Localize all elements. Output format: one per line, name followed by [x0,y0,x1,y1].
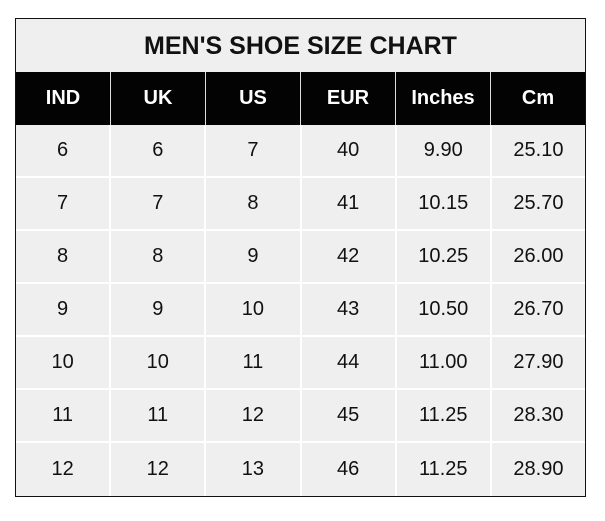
table-row: 8 8 9 42 10.25 26.00 [16,231,586,284]
table-cell: 10.50 [396,284,492,337]
table-cell: 13 [206,443,302,496]
table-cell: 6 [16,125,112,178]
table-cell: 9.90 [396,125,492,178]
table-cell: 46 [302,443,397,496]
column-header: UK [111,72,206,125]
table-cell: 26.70 [491,284,586,337]
table-cell: 8 [206,178,302,231]
table-row: 9 9 10 43 10.50 26.70 [16,284,586,337]
table-cell: 25.10 [491,125,586,178]
table-row: 10 10 11 44 11.00 27.90 [16,337,586,390]
column-header: US [206,72,301,125]
table-cell: 26.00 [491,231,586,284]
table-row: 11 11 12 45 11.25 28.30 [16,390,586,443]
table-cell: 11 [16,390,112,443]
table-row: 7 7 8 41 10.15 25.70 [16,178,586,231]
table-cell: 9 [16,284,112,337]
table-cell: 7 [16,178,112,231]
table-cell: 8 [16,231,112,284]
table-cell: 28.30 [491,390,586,443]
column-header: IND [16,72,111,125]
table-cell: 43 [301,284,397,337]
table-cell: 10.25 [396,231,492,284]
table-row: 12 12 13 46 11.25 28.90 [16,443,585,496]
table-cell: 7 [111,178,207,231]
table-row: 6 6 7 40 9.90 25.10 [16,125,586,178]
table-cell: 10 [16,337,112,390]
table-cell: 41 [301,178,397,231]
table-cell: 11 [206,337,302,390]
column-header: Inches [396,72,491,125]
column-header: EUR [301,72,396,125]
table-cell: 11.25 [397,443,492,496]
table-cell: 27.90 [491,337,586,390]
table-cell: 6 [111,125,207,178]
table-cell: 44 [301,337,397,390]
table-cell: 25.70 [491,178,586,231]
table-cell: 10 [206,284,302,337]
table-cell: 12 [206,390,302,443]
table-cell: 7 [206,125,302,178]
table-cell: 8 [111,231,207,284]
table-title: MEN'S SHOE SIZE CHART [16,19,585,72]
table-cell: 9 [111,284,207,337]
table-body: 6 6 7 40 9.90 25.10 7 7 8 41 10.15 25.70 8 8 9 42 10.25 2… [16,125,586,496]
table-cell: 11 [111,390,207,443]
table-cell: 11.25 [396,390,492,443]
table-cell: 42 [301,231,397,284]
table-cell: 12 [16,443,112,496]
column-header: Cm [521,87,555,109]
table-cell: 10.15 [396,178,492,231]
table-cell: 45 [301,390,397,443]
size-chart-table: MEN'S SHOE SIZE CHART IND UK US EUR Inches Cm… [15,18,586,497]
table-cell: 11.00 [396,337,492,390]
table-cell: 9 [206,231,302,284]
table-cell: 40 [301,125,397,178]
table-cell: 10 [111,337,207,390]
table-cell: 28.90 [513,458,564,480]
header-row: IND UK US EUR Inches Cm [16,72,585,125]
table-cell: 12 [111,443,207,496]
